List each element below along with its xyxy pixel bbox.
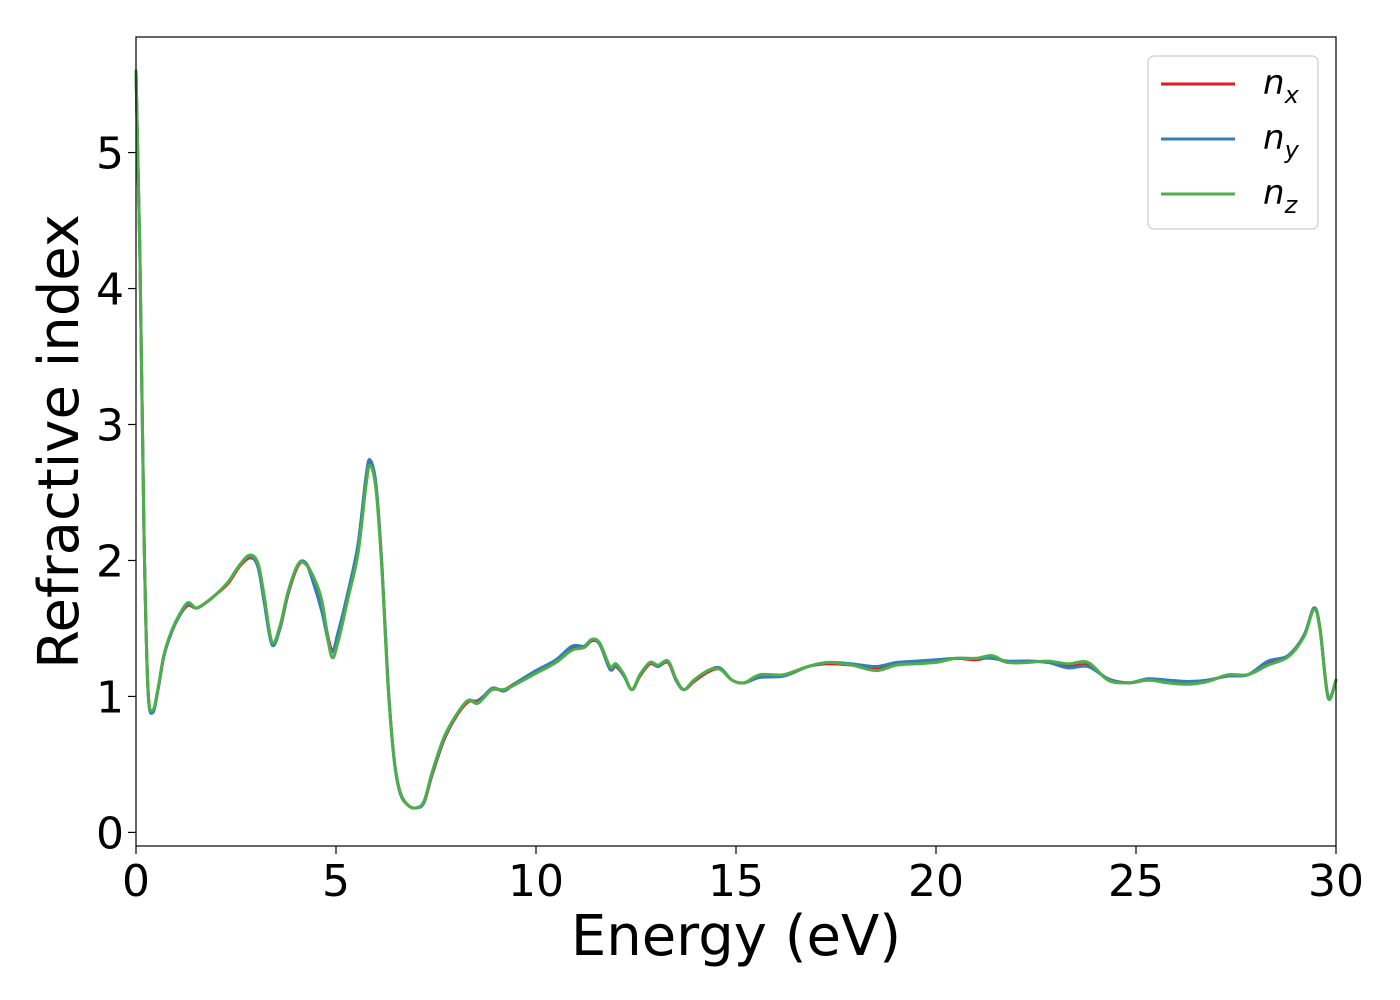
legend-box (1147, 55, 1319, 230)
y-tick-label: 1 (96, 672, 124, 723)
x-axis-label: Energy (eV) (571, 904, 901, 969)
y-tick-label: 2 (96, 536, 124, 587)
y-tick-label: 3 (96, 401, 124, 452)
y-tick-label: 4 (96, 265, 124, 316)
x-tick-label: 30 (1308, 856, 1364, 907)
series-line-z (134, 69, 1338, 810)
x-tick-label: 15 (708, 856, 764, 907)
x-axis-ticks: 0 5 10 15 20 25 30 (122, 846, 1364, 907)
y-axis-ticks: 0 1 2 3 4 5 (96, 129, 136, 859)
y-tick-label: 5 (96, 129, 124, 180)
x-tick-label: 10 (508, 856, 564, 907)
y-axis-label: Refractive index (27, 214, 92, 669)
x-tick-label: 20 (908, 856, 964, 907)
x-tick-label: 5 (322, 856, 350, 907)
x-tick-label: 25 (1108, 856, 1164, 907)
y-tick-label: 0 (96, 808, 124, 859)
x-tick-label: 0 (122, 856, 150, 907)
series-layer (134, 69, 1338, 810)
plot-area (136, 37, 1336, 846)
